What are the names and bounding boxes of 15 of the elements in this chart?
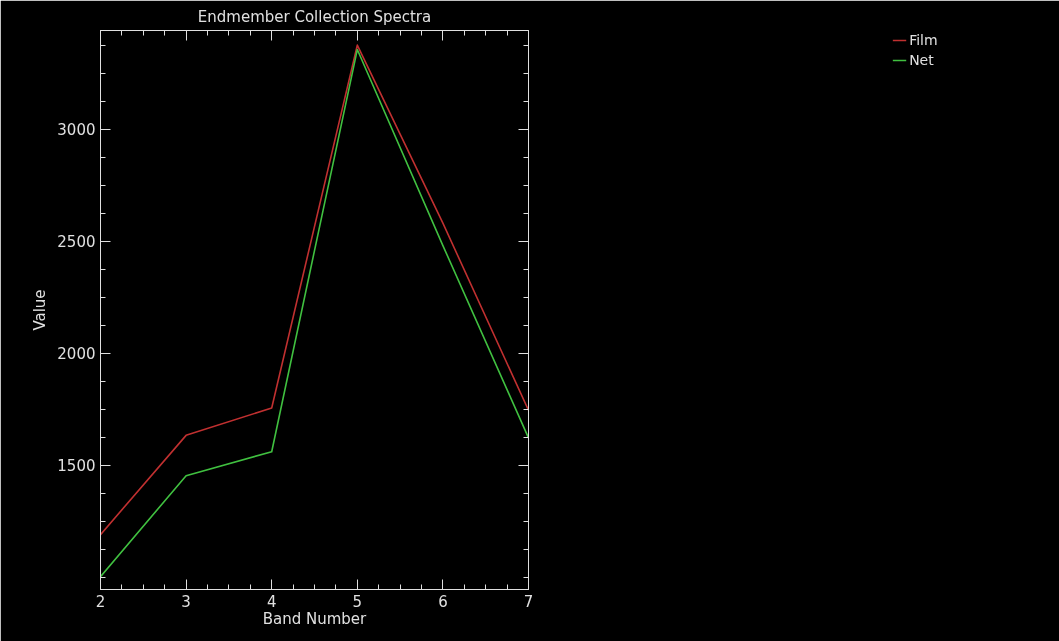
y-tick-label: 3000 <box>57 121 96 140</box>
x-tick-label: 4 <box>266 592 277 611</box>
x-tick-label: 3 <box>181 592 191 611</box>
y-axis-title: Value <box>31 289 50 331</box>
legend-label: Film <box>909 32 938 48</box>
chart-title: Endmember Collection Spectra <box>197 7 432 26</box>
x-tick-label: 5 <box>352 592 363 611</box>
x-axis-title: Band Number <box>262 609 368 628</box>
x-tick-label: 2 <box>95 592 106 611</box>
y-tick-label: 2000 <box>57 345 96 364</box>
y-tick-label: 2500 <box>57 233 96 252</box>
x-tick-label: 6 <box>438 592 448 611</box>
legend-label: Net <box>909 52 934 68</box>
y-tick-label: 1500 <box>57 457 96 476</box>
x-tick-label: 7 <box>523 592 534 611</box>
